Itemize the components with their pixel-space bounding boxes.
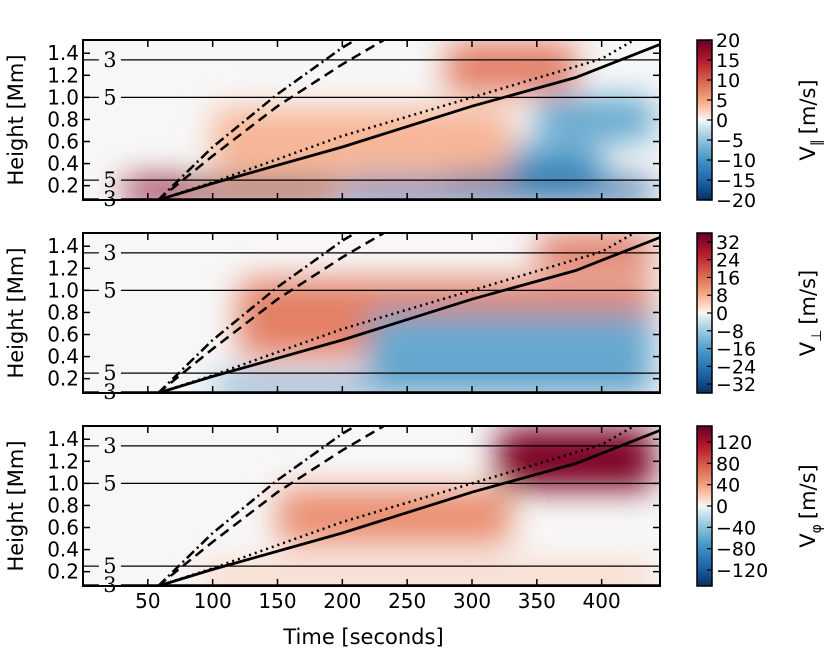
y-tick-label: 1.4 [47,427,79,451]
x-tick-label: 300 [453,589,491,613]
colorbar-tick-label: −80 [716,539,756,561]
speed-line-dashdot [157,233,356,393]
contour-label: 5 [103,85,116,109]
colorbar-title: V∥[m/s] [796,79,825,160]
colorbar-tick-label: 24 [716,250,740,272]
speed-line-solid [157,236,660,393]
colorbar-tick-label: 0 [716,496,728,518]
colorbar-tick-label: 32 [716,232,740,254]
colorbar-tick-label: −8 [716,321,744,343]
colorbar-tick-label: 20 [716,30,740,52]
y-tick-label: 0.4 [47,152,79,176]
colorbar-tick-label: −32 [716,374,756,396]
y-tick-label: 0.2 [47,367,79,391]
colorbar-tick-label: 10 [716,70,740,92]
heatmap-patch [121,180,343,200]
colorbar-tick-label: 120 [716,432,752,454]
speed-line-dashed [157,233,385,393]
y-tick-label: 0.6 [47,516,79,540]
colorbar-tick-label: 5 [716,90,728,112]
y-tick-label: 0.4 [47,345,79,369]
y-tick-label: 0.6 [47,323,79,347]
y-tick-label: 1.4 [47,234,79,258]
x-tick-label: 100 [194,589,232,613]
heatmap-field [121,42,654,200]
speed-line-dashed [157,426,385,586]
y-tick-label: 1.0 [47,85,79,109]
colorbar-tick-label: 80 [716,453,740,475]
y-tick-label: 0.8 [47,493,79,517]
colorbar-tick-label: −20 [716,190,756,212]
colorbar-tick-label: 15 [716,50,740,72]
x-tick-label: 350 [518,589,556,613]
heatmap-patch [342,180,654,200]
y-tick-label: 1.2 [47,256,79,280]
heatmap-field [212,235,654,393]
colorbar-tick-label: −15 [716,170,756,192]
speed-line-dashdot [157,40,356,200]
y-tick-label: 1.0 [47,471,79,495]
colorbar-tick-label: −24 [716,356,756,378]
colorbar-tick-label: 8 [716,285,728,307]
speed-line-solid [157,43,660,200]
speed-line-dashdot [157,426,356,586]
y-tick-label: 0.6 [47,130,79,154]
y-tick-label: 0.2 [47,174,79,198]
y-tick-label: 1.4 [47,41,79,65]
y-tick-label: 1.2 [47,63,79,87]
heatmap-patch [446,42,576,92]
x-tick-label: 250 [388,589,426,613]
y-tick-label: 1.0 [47,278,79,302]
colorbar-title: V⊥[m/s] [796,270,825,356]
y-tick-label: 1.2 [47,449,79,473]
y-axis-title: Height [Mm] [4,54,28,185]
contour-label: 5 [103,471,116,495]
y-axis-title: Height [Mm] [4,440,28,571]
y-axis-title: Height [Mm] [4,247,28,378]
colorbar-tick-label: −10 [716,150,756,172]
x-tick-label: 150 [258,589,296,613]
colorbar-tick-label: −5 [716,130,744,152]
colorbar-tick-label: 40 [716,475,740,497]
y-tick-label: 0.4 [47,538,79,562]
x-axis-title: Time [seconds] [282,625,443,649]
heatmap-patch [212,378,654,393]
y-tick-label: 0.2 [47,560,79,584]
contour-label: 5 [103,554,116,578]
contour-label: 3 [103,434,116,458]
contour-label: 5 [103,168,116,192]
heatmap-patch [536,97,654,142]
colorbar-tick-label: −16 [716,339,756,361]
contour-label: 3 [103,573,116,597]
y-tick-label: 0.8 [47,107,79,131]
speed-line-dashed [157,40,385,200]
contour-label: 3 [103,187,116,211]
x-tick-label: 50 [135,589,160,613]
contour-label: 3 [103,380,116,404]
colorbar-tick-label: −120 [716,560,768,582]
colorbar-tick-label: −40 [716,517,756,539]
x-tick-label: 200 [323,589,361,613]
heatmap-patch [199,566,654,586]
speed-line-solid [157,429,660,586]
colorbar-tick-label: 0 [716,110,728,132]
contour-label: 3 [103,241,116,265]
contour-label: 3 [103,48,116,72]
colorbar-tick-label: 16 [716,267,740,289]
y-tick-label: 0.8 [47,300,79,324]
heatmap-patch [368,312,654,379]
colorbar-title: Vφ[m/s] [796,464,825,547]
x-tick-label: 400 [583,589,621,613]
heatmap-patch [536,235,654,269]
contour-label: 5 [103,278,116,302]
colorbar-tick-label: 0 [716,303,728,325]
contour-label: 5 [103,361,116,385]
